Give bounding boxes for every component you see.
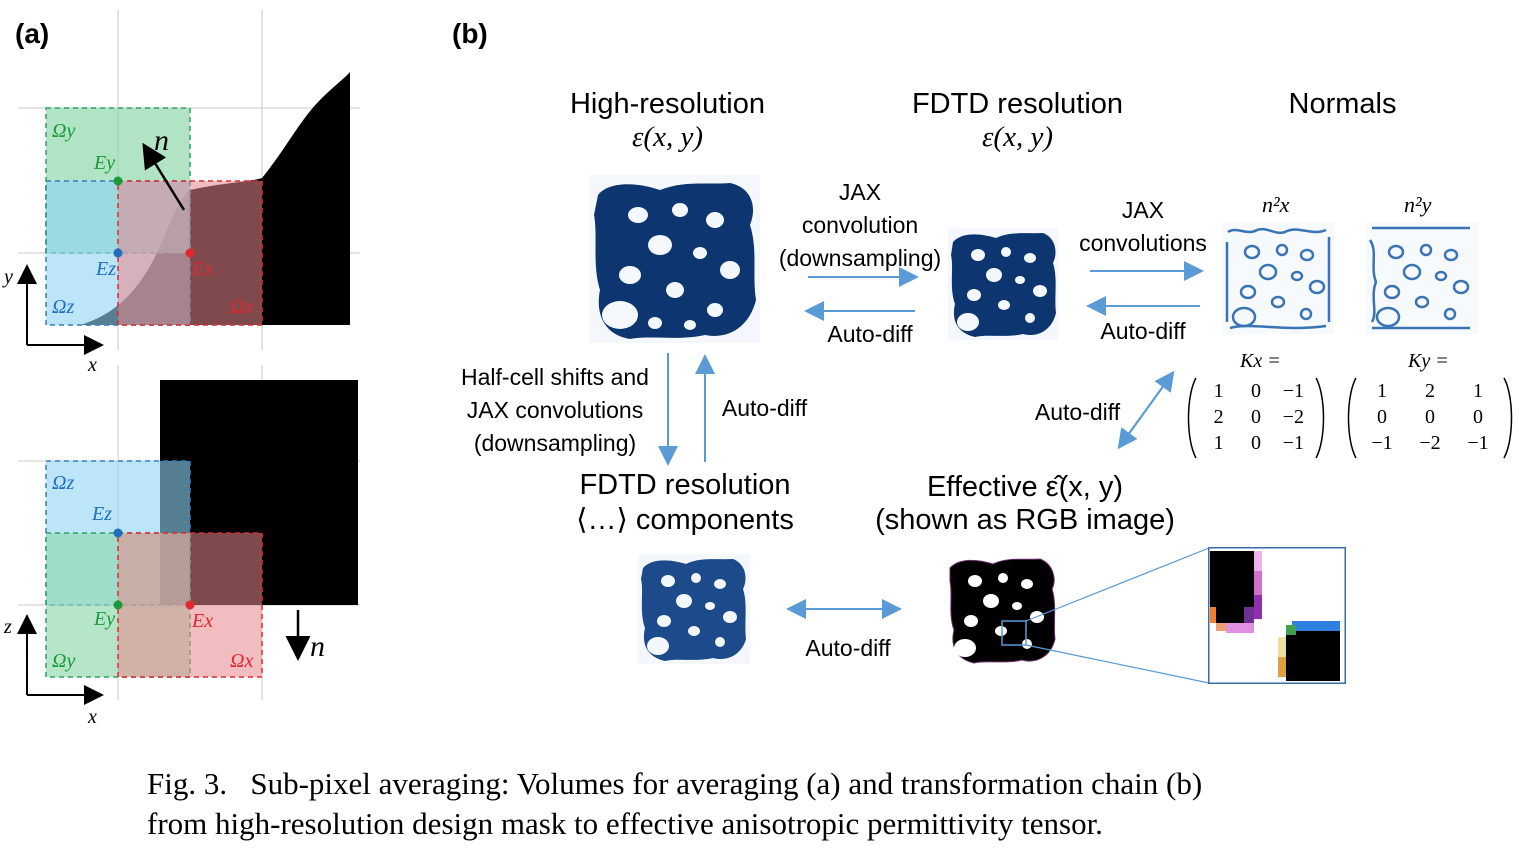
high-res-permittivity-image bbox=[590, 175, 760, 343]
axis-label-z: z bbox=[4, 616, 12, 638]
ex-label: Ex bbox=[192, 610, 214, 632]
normal-arrow bbox=[142, 142, 186, 211]
panel-label-b: (b) bbox=[452, 18, 488, 49]
ex-point bbox=[185, 248, 195, 258]
omega-x-label: Ωx bbox=[230, 650, 254, 672]
ez-point bbox=[113, 528, 123, 538]
omega-y-label: Ωy bbox=[52, 120, 76, 142]
high-res-title: High-resolution ε(x, y) bbox=[569, 88, 766, 153]
ey-label: Ey bbox=[94, 608, 116, 630]
panel-label-a: (a) bbox=[15, 18, 50, 49]
normal-y-squared-image bbox=[1366, 222, 1478, 334]
caption-line-1: Fig. 3. Sub-pixel averaging: Volumes for… bbox=[147, 766, 1203, 801]
axis-label-y: y bbox=[4, 266, 13, 288]
panel-a-top-diagram bbox=[17, 10, 360, 355]
fdtd-components-title: FDTD resolution ⟨…⟩ components bbox=[576, 469, 794, 536]
zoom-connector bbox=[1025, 547, 1210, 684]
effective-permittivity-title: Effective ε̂(x, y) (shown as RGB image) bbox=[875, 471, 1175, 536]
nx2-label: n²x bbox=[1262, 192, 1290, 217]
ey-label: Ey bbox=[94, 152, 116, 174]
ez-label: Ez bbox=[96, 258, 116, 280]
normals-title: Normals bbox=[1288, 88, 1397, 120]
fdtd-permittivity-image bbox=[948, 228, 1058, 340]
effective-permittivity-image bbox=[945, 554, 1060, 666]
omega-x-label: Ωx bbox=[230, 296, 254, 318]
autodiff-label-5: Auto-diff bbox=[1034, 399, 1121, 425]
ky-label: Ky = bbox=[1408, 350, 1449, 372]
axis-label-x-top: x bbox=[88, 354, 97, 376]
ez-point bbox=[113, 248, 123, 258]
fdtd-res-title: FDTD resolution ε(x, y) bbox=[911, 88, 1124, 153]
omega-z-label: Ωz bbox=[52, 472, 75, 494]
omega-y-label: Ωy bbox=[52, 650, 76, 672]
autodiff-label-3: Auto-diff bbox=[721, 395, 808, 421]
ey-point bbox=[113, 176, 123, 186]
ex-label: Ex bbox=[192, 258, 214, 280]
normal-label: n bbox=[154, 124, 169, 157]
ey-point bbox=[113, 600, 123, 610]
normal-x-squared-image bbox=[1222, 222, 1334, 334]
autodiff-label-2: Auto-diff bbox=[1100, 318, 1186, 344]
jax-convolutions-label: JAX convolutions bbox=[1079, 197, 1207, 256]
caption-line-2: from high-resolution design mask to effe… bbox=[147, 806, 1103, 841]
ex-point bbox=[185, 600, 195, 610]
autodiff-label-4: Auto-diff bbox=[805, 635, 891, 661]
zoom-region-marker bbox=[1001, 620, 1027, 646]
kx-matrix-cells: 1 0 −1 2 0 −2 1 0 −1 bbox=[1213, 380, 1304, 454]
ez-label: Ez bbox=[92, 503, 112, 525]
jax-convolution-label: JAX convolution (downsampling) bbox=[778, 179, 942, 271]
arrow-autodiff-5-back bbox=[1117, 373, 1173, 450]
fdtd-components-image bbox=[638, 554, 750, 664]
kx-label: Kx = bbox=[1240, 350, 1281, 372]
axis-label-x-bottom: x bbox=[88, 706, 97, 728]
autodiff-label-1: Auto-diff bbox=[827, 321, 913, 347]
normal-label: n bbox=[310, 630, 325, 663]
omega-z-label: Ωz bbox=[52, 296, 75, 318]
figure-caption: Fig. 3. Sub-pixel averaging: Volumes for… bbox=[147, 764, 1477, 844]
ny2-label: n²y bbox=[1404, 192, 1432, 217]
kx-matrix: 1 0 −1 2 0 −2 1 0 −1 bbox=[1186, 376, 1326, 460]
zoomed-inset-image bbox=[1208, 547, 1346, 684]
half-cell-label: Half-cell shifts and JAX convolutions (d… bbox=[461, 364, 649, 456]
panel-a-bottom-diagram bbox=[17, 365, 360, 705]
